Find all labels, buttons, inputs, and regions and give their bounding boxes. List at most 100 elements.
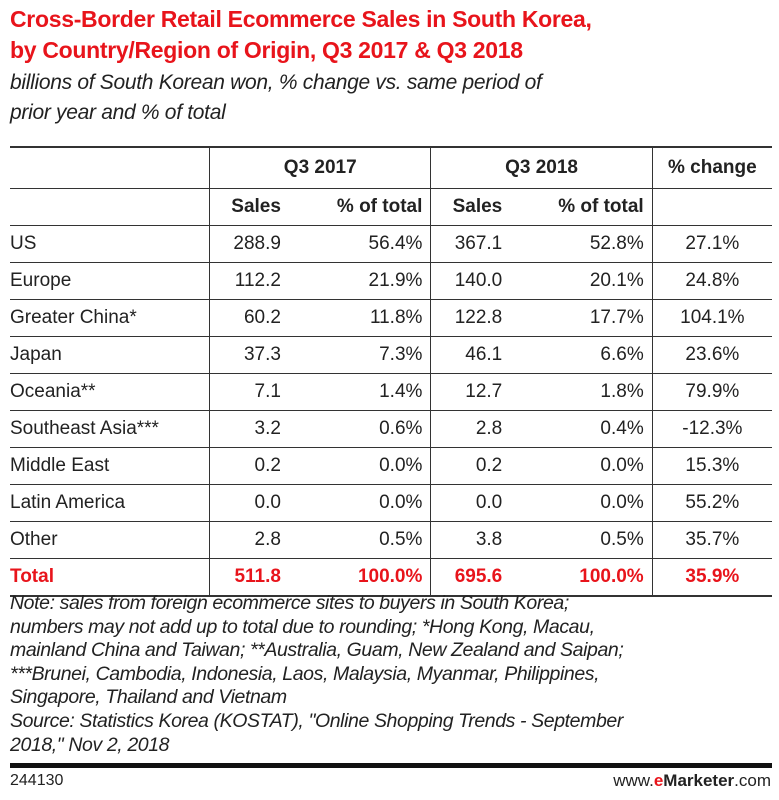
note-line: numbers may not add up to total due to r… (10, 615, 595, 638)
header-blank (10, 146, 210, 189)
table-row: US 288.9 56.4% 367.1 52.8% 27.1% (10, 225, 772, 263)
pct-total-2018-cell: 0.0% (512, 484, 653, 522)
title-line: by Country/Region of Origin, Q3 2017 & Q… (10, 37, 523, 63)
pct-total-2018-cell: 20.1% (512, 262, 653, 300)
row-label: Oceania** (10, 373, 210, 411)
pct-change-cell: 35.7% (651, 521, 772, 559)
pct-total-2017-cell: 1.4% (290, 373, 431, 411)
sales-2018-cell: 0.2 (430, 447, 513, 485)
pct-total-2018-cell: 6.6% (512, 336, 653, 374)
table-row: Latin America 0.0 0.0% 0.0 0.0% 55.2% (10, 484, 772, 522)
pct-total-2017-cell: 7.3% (290, 336, 431, 374)
sales-2018-cell: 367.1 (430, 225, 513, 263)
source-line: 2018," Nov 2, 2018 (10, 733, 170, 756)
chart-subtitle: billions of South Korean won, % change v… (10, 68, 775, 128)
sales-2017-cell: 60.2 (209, 299, 291, 337)
pct-total-2018-cell: 17.7% (512, 299, 653, 337)
row-label: Japan (10, 336, 210, 374)
table-row: Oceania** 7.1 1.4% 12.7 1.8% 79.9% (10, 373, 772, 411)
sales-2017-cell: 0.2 (209, 447, 291, 485)
note-line: ***Brunei, Cambodia, Indonesia, Laos, Ma… (10, 662, 600, 685)
pct-total-2017-cell: 0.5% (290, 521, 431, 559)
pct-change-cell: 27.1% (651, 225, 772, 263)
pct-total-2018-cell: 100.0% (512, 558, 653, 597)
row-label: Southeast Asia*** (10, 410, 210, 448)
sales-2018-cell: 0.0 (430, 484, 513, 522)
pct-total-2017-cell: 0.6% (290, 410, 431, 448)
pct-total-2018-cell: 0.5% (512, 521, 653, 559)
chart-title: Cross-Border Retail Ecommerce Sales in S… (10, 4, 775, 66)
subtitle-line: billions of South Korean won, % change v… (10, 71, 542, 94)
sales-2017-cell: 0.0 (209, 484, 291, 522)
footer-divider (10, 763, 772, 768)
sales-2018-cell: 46.1 (430, 336, 513, 374)
pct-total-2018-cell: 0.4% (512, 410, 653, 448)
pct-total-2017-cell: 21.9% (290, 262, 431, 300)
subtitle-line: prior year and % of total (10, 101, 226, 124)
sales-2017-cell: 511.8 (209, 558, 291, 597)
chart-id: 244130 (10, 772, 64, 789)
header-q3-2017: Q3 2017 (209, 146, 431, 189)
table-row: Southeast Asia*** 3.2 0.6% 2.8 0.4% -12.3% (10, 410, 772, 448)
sales-2017-cell: 288.9 (209, 225, 291, 263)
sales-2018-cell: 2.8 (430, 410, 513, 448)
row-label: Greater China* (10, 299, 210, 337)
note-line: Note: sales from foreign ecommerce sites… (10, 592, 569, 614)
sales-2018-cell: 122.8 (430, 299, 513, 337)
url-suffix: .com (734, 771, 771, 790)
url-brand-e: e (653, 771, 664, 790)
pct-change-cell: -12.3% (651, 410, 772, 448)
note-line: mainland China and Taiwan; **Australia, … (10, 639, 624, 662)
header-pct-total-2018: % of total (512, 188, 653, 226)
row-label: Total (10, 558, 210, 597)
table-row: Middle East 0.2 0.0% 0.2 0.0% 15.3% (10, 447, 772, 485)
pct-total-2017-cell: 100.0% (290, 558, 431, 597)
sales-2017-cell: 3.2 (209, 410, 291, 448)
pct-total-2018-cell: 1.8% (512, 373, 653, 411)
pct-total-2017-cell: 11.8% (290, 299, 431, 337)
header-sales-2017: Sales (209, 188, 291, 226)
note-line: Singapore, Thailand and Vietnam (10, 686, 287, 709)
pct-total-2017-cell: 56.4% (290, 225, 431, 263)
sales-2017-cell: 7.1 (209, 373, 291, 411)
sales-2018-cell: 3.8 (430, 521, 513, 559)
pct-change-cell: 79.9% (651, 373, 772, 411)
row-label: Other (10, 521, 210, 559)
emarketer-logo: www.eMarketer.com (613, 771, 771, 791)
pct-change-cell: 104.1% (651, 299, 772, 337)
table-row: Europe 112.2 21.9% 140.0 20.1% 24.8% (10, 262, 772, 300)
header-pct-total-2017: % of total (290, 188, 431, 226)
sales-2017-cell: 112.2 (209, 262, 291, 300)
chart-note: Note: sales from foreign ecommerce sites… (10, 592, 770, 757)
header-pct-change: % change (651, 146, 772, 189)
row-label: Europe (10, 262, 210, 300)
pct-total-2018-cell: 52.8% (512, 225, 653, 263)
pct-change-cell: 24.8% (651, 262, 772, 300)
sales-2018-cell: 695.6 (430, 558, 513, 597)
pct-change-cell: 55.2% (651, 484, 772, 522)
header-blank (651, 188, 772, 226)
total-row: Total 511.8 100.0% 695.6 100.0% 35.9% (10, 558, 772, 597)
pct-total-2018-cell: 0.0% (512, 447, 653, 485)
row-label: Latin America (10, 484, 210, 522)
row-label: US (10, 225, 210, 263)
header-blank (10, 188, 210, 226)
url-brand: Marketer (663, 771, 735, 790)
title-line: Cross-Border Retail Ecommerce Sales in S… (10, 6, 592, 32)
pct-total-2017-cell: 0.0% (290, 447, 431, 485)
pct-change-cell: 15.3% (651, 447, 772, 485)
sales-2017-cell: 37.3 (209, 336, 291, 374)
table-row: Greater China* 60.2 11.8% 122.8 17.7% 104.1% (10, 299, 772, 337)
group-header-row: Q3 2017 Q3 2018 % change (10, 146, 772, 189)
header-q3-2018: Q3 2018 (430, 146, 653, 189)
table-row: Other 2.8 0.5% 3.8 0.5% 35.7% (10, 521, 772, 559)
source-line: Source: Statistics Korea (KOSTAT), "Onli… (10, 709, 623, 732)
sales-2017-cell: 2.8 (209, 521, 291, 559)
pct-change-cell: 23.6% (651, 336, 772, 374)
pct-total-2017-cell: 0.0% (290, 484, 431, 522)
sales-2018-cell: 140.0 (430, 262, 513, 300)
table-row: Japan 37.3 7.3% 46.1 6.6% 23.6% (10, 336, 772, 374)
data-table: Q3 2017 Q3 2018 % change Sales % of tota… (10, 146, 772, 597)
url-prefix: www. (613, 771, 654, 790)
pct-change-cell: 35.9% (651, 558, 772, 597)
